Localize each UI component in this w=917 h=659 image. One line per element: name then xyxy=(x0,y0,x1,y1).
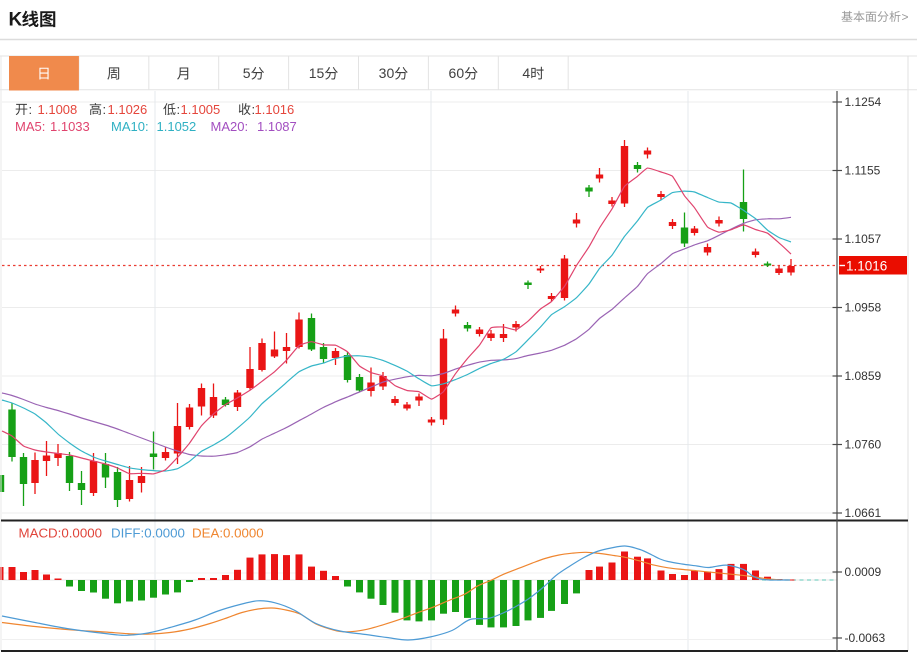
svg-text:1.1016: 1.1016 xyxy=(255,102,295,117)
svg-text::: : xyxy=(29,102,33,117)
svg-text:6: 6 xyxy=(449,65,457,81)
svg-text:0: 0 xyxy=(386,65,394,81)
svg-text:1.1026: 1.1026 xyxy=(108,102,148,117)
svg-text:1.1005: 1.1005 xyxy=(181,102,221,117)
svg-text:0.0009: 0.0009 xyxy=(845,565,882,579)
svg-text:1.1057: 1.1057 xyxy=(845,232,882,246)
svg-text:3: 3 xyxy=(379,65,387,81)
svg-text::: : xyxy=(103,102,107,117)
svg-text::: : xyxy=(177,102,181,117)
svg-text:MA5:: MA5: xyxy=(15,119,45,134)
svg-text:MACD:0.0000: MACD:0.0000 xyxy=(19,526,103,541)
svg-text:5: 5 xyxy=(317,65,325,81)
svg-text:1.1033: 1.1033 xyxy=(50,119,90,134)
svg-text:K: K xyxy=(9,10,23,31)
svg-text:1.1016: 1.1016 xyxy=(846,259,887,274)
svg-text::: : xyxy=(252,102,256,117)
svg-text:1.1008: 1.1008 xyxy=(38,102,78,117)
svg-text:>: > xyxy=(902,10,909,24)
svg-text:0: 0 xyxy=(456,65,464,81)
svg-text:1.0958: 1.0958 xyxy=(845,301,882,315)
svg-text:4: 4 xyxy=(522,65,530,81)
svg-text:5: 5 xyxy=(243,65,251,81)
svg-text:DIFF:0.0000: DIFF:0.0000 xyxy=(111,526,185,541)
svg-text:1.1087: 1.1087 xyxy=(257,119,297,134)
svg-text:1: 1 xyxy=(309,65,317,81)
svg-text:DEA:0.0000: DEA:0.0000 xyxy=(192,526,264,541)
svg-text:1.1052: 1.1052 xyxy=(157,119,197,134)
svg-text:1.1155: 1.1155 xyxy=(845,164,881,178)
svg-text:1.0661: 1.0661 xyxy=(845,506,882,520)
svg-text:-0.0063: -0.0063 xyxy=(845,631,886,645)
svg-text:MA10:: MA10: xyxy=(111,119,149,134)
svg-text:MA20:: MA20: xyxy=(211,119,249,134)
svg-text:1.1254: 1.1254 xyxy=(845,95,882,109)
svg-text:1.0760: 1.0760 xyxy=(845,438,882,452)
svg-text:1.0859: 1.0859 xyxy=(845,369,882,383)
